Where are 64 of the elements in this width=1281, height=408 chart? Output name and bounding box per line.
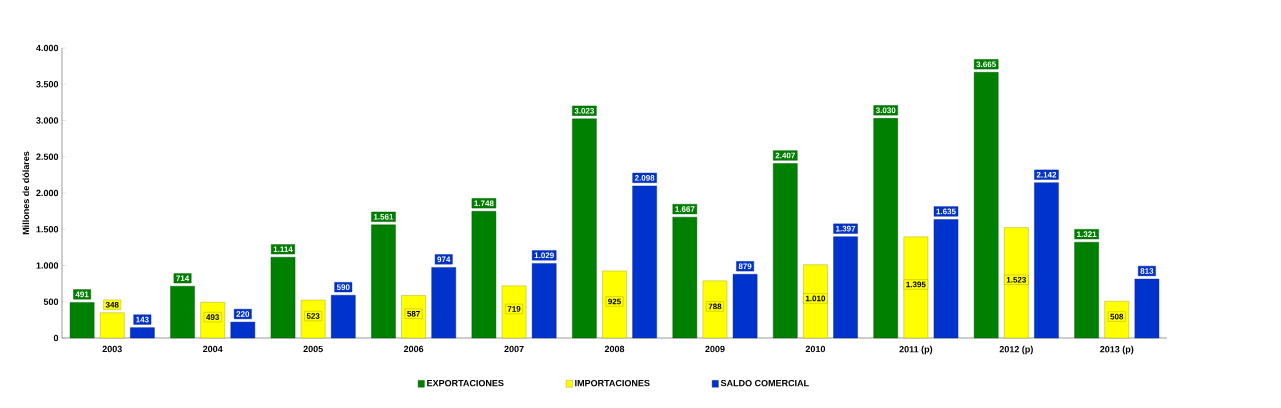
x-tick-label: 2003 xyxy=(102,345,122,353)
data-label: 1.635 xyxy=(936,208,956,215)
x-tick-label: 2007 xyxy=(504,345,524,353)
bar xyxy=(1004,227,1029,339)
data-label: 714 xyxy=(176,275,190,282)
y-tick-label: 500 xyxy=(43,298,59,305)
x-tick-label: 2012 (p) xyxy=(999,345,1033,355)
x-tick-label: 2009 xyxy=(705,345,725,353)
data-label: 491 xyxy=(75,291,89,298)
y-tick-label: 3.000 xyxy=(36,117,59,124)
data-label: 813 xyxy=(1140,268,1154,274)
data-label: 3.665 xyxy=(976,61,996,68)
data-label: 587 xyxy=(407,310,420,317)
y-tick-label: 0 xyxy=(53,334,59,342)
bar xyxy=(702,280,728,339)
x-tick-label: 2011 (p) xyxy=(899,345,933,355)
y-tick-label: 1.500 xyxy=(36,226,59,233)
data-label: 2.142 xyxy=(1036,171,1057,178)
x-tick-label: 2006 xyxy=(403,345,424,353)
data-label: 788 xyxy=(708,303,722,310)
x-tick-label: 2010 xyxy=(805,345,826,353)
data-label: 1.748 xyxy=(474,200,494,207)
data-label: 1.523 xyxy=(1006,276,1027,283)
data-label: 719 xyxy=(507,306,521,312)
data-label: 348 xyxy=(105,301,119,308)
y-tick-label: 1.000 xyxy=(36,262,59,269)
data-label: 508 xyxy=(1110,313,1124,320)
bar xyxy=(300,299,326,339)
legend-label: IMPORTACIONES xyxy=(575,379,650,387)
data-label: 879 xyxy=(738,263,752,270)
bar xyxy=(803,264,828,339)
data-label: 2.407 xyxy=(775,152,795,159)
bar xyxy=(501,285,527,339)
data-label: 1.114 xyxy=(273,246,293,253)
bar xyxy=(602,270,627,339)
y-tick-label: 2.000 xyxy=(36,189,59,197)
data-label: 143 xyxy=(136,316,149,323)
y-axis-title: Millones de dólares xyxy=(22,151,30,235)
data-label: 1.397 xyxy=(836,225,856,232)
y-tick-label: 4.000 xyxy=(36,44,59,52)
x-tick-label: 2013 (p) xyxy=(1100,345,1134,355)
data-label: 1.395 xyxy=(906,281,926,288)
legend-label: SALDO COMERCIAL xyxy=(720,379,809,387)
legend-label: EXPORTACIONES xyxy=(427,379,504,387)
data-label: 590 xyxy=(336,284,350,291)
y-tick-label: 3.500 xyxy=(36,81,59,88)
x-tick-label: 2005 xyxy=(303,345,323,353)
bar xyxy=(903,236,929,339)
data-label: 220 xyxy=(236,311,250,317)
data-label: 3.023 xyxy=(574,107,595,114)
data-label: 1.010 xyxy=(805,295,826,302)
data-label: 2.098 xyxy=(634,175,655,181)
data-label: 493 xyxy=(206,314,220,320)
x-tick-label: 2004 xyxy=(202,345,223,353)
y-tick-label: 2.500 xyxy=(36,153,59,160)
data-label: 1.029 xyxy=(534,252,554,259)
data-label: 1.561 xyxy=(373,213,394,220)
data-label: 974 xyxy=(437,256,451,263)
data-label: 925 xyxy=(608,298,621,305)
data-label: 1.321 xyxy=(1077,231,1097,238)
data-label: 1.667 xyxy=(675,206,695,212)
data-label: 523 xyxy=(306,313,320,319)
data-label: 3.030 xyxy=(875,107,896,114)
x-tick-label: 2008 xyxy=(604,345,625,353)
